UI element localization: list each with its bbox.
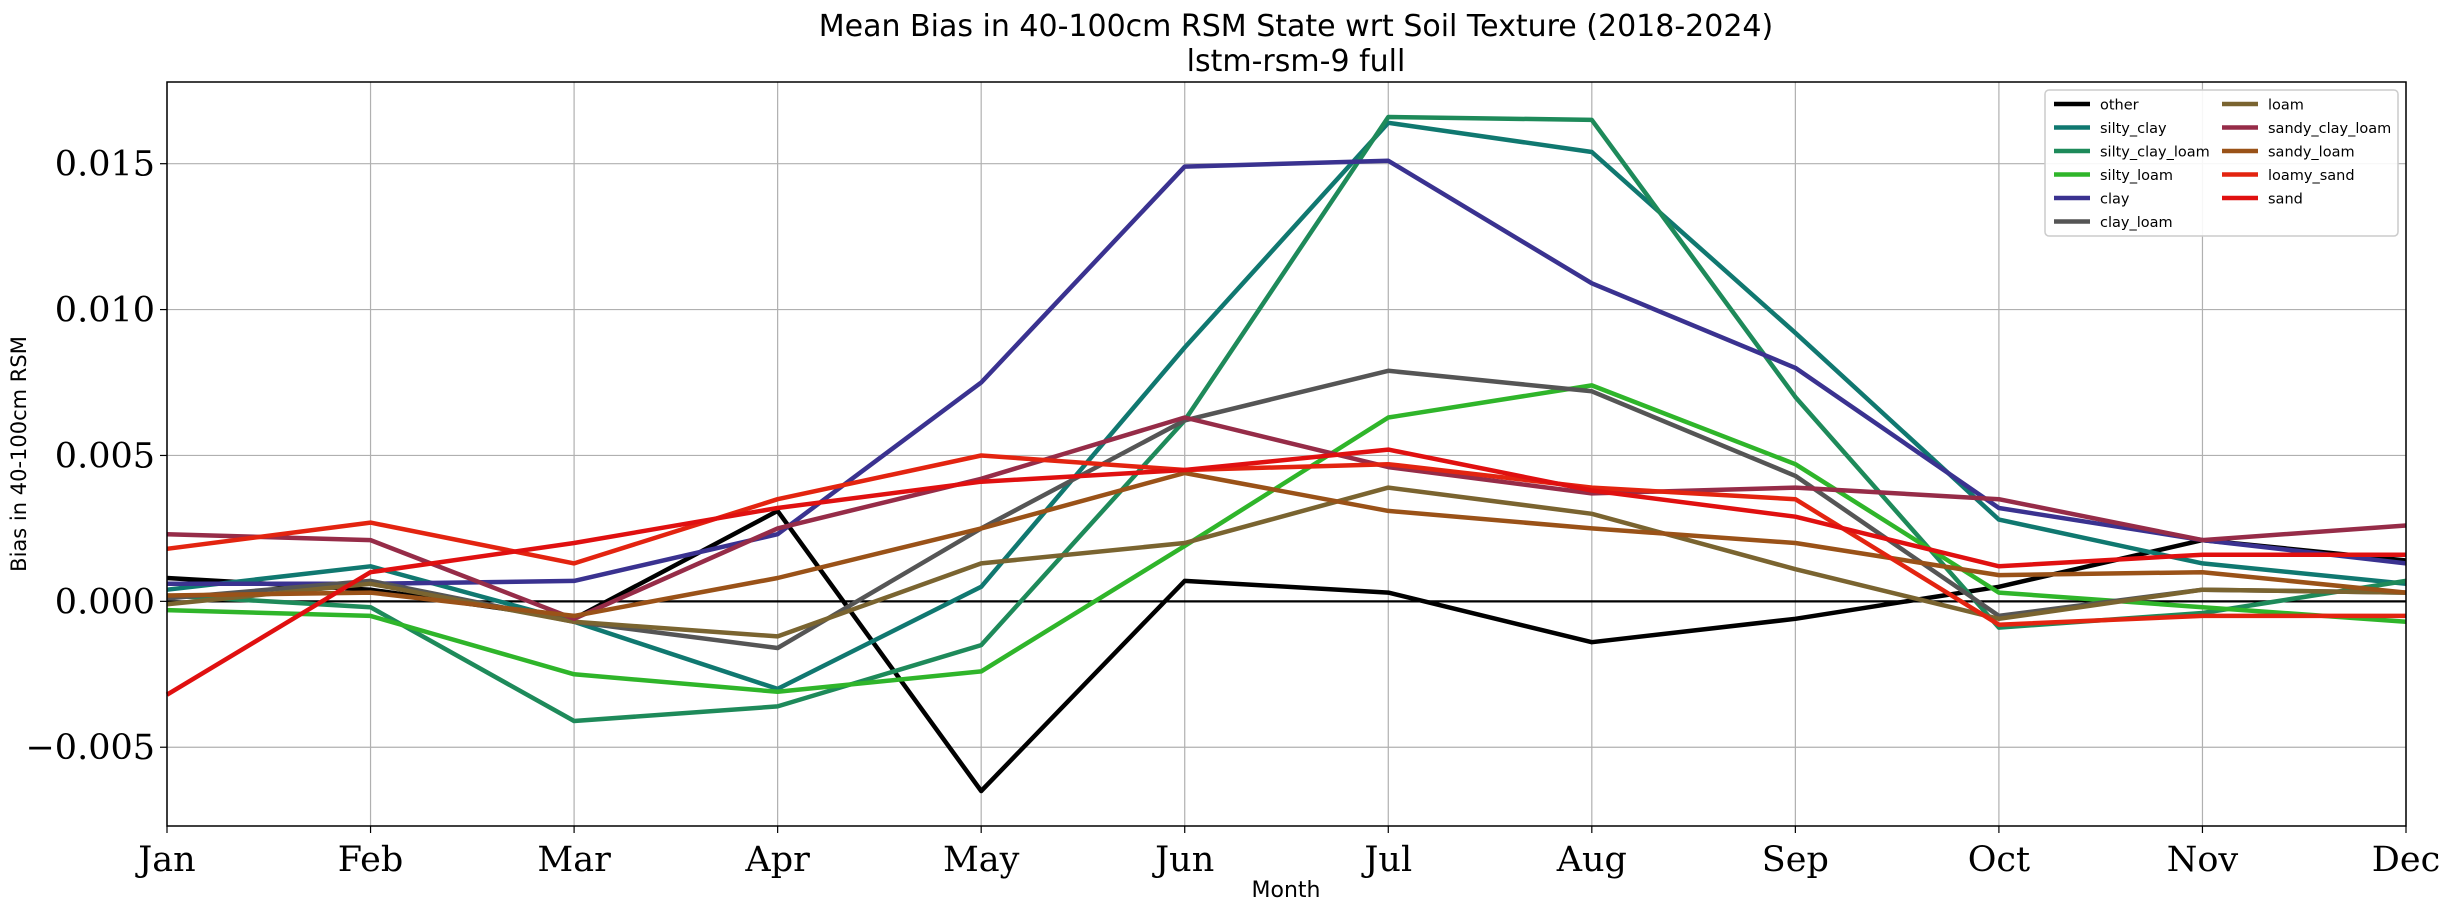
plot-area xyxy=(165,81,2407,827)
legend-label-loamy-sand: loamy_sand xyxy=(2268,168,2355,184)
series-line-clay xyxy=(167,158,2407,587)
x-tick-label-jul: Jul xyxy=(1361,840,1412,880)
x-tick-label-aug: Aug xyxy=(1556,840,1627,880)
y-tick-label: 0.000 xyxy=(55,582,155,622)
x-tick-label-jan: Jan xyxy=(135,840,195,880)
x-axis-ticks: Jan Feb Mar Apr May Jun Jul Aug Sep Oct Nov Dec xyxy=(135,826,2440,880)
legend-items: other silty_clay silty_clay_loam silty_loam… xyxy=(2054,98,2391,231)
series-lines xyxy=(165,114,2407,794)
legend-label-clay-loam: clay_loam xyxy=(2100,215,2173,231)
legend-label-loam: loam xyxy=(2268,98,2304,114)
legend-label-other: other xyxy=(2100,98,2139,114)
series-line-silty-loam xyxy=(166,383,2407,695)
legend-label-silty-loam: silty_loam xyxy=(2100,168,2173,184)
y-tick-label: 0.005 xyxy=(55,436,155,476)
legend-label-sandy-clay-loam: sandy_clay_loam xyxy=(2268,121,2391,137)
legend-label-sand: sand xyxy=(2268,192,2303,208)
legend-label-sandy-loam: sandy_loam xyxy=(2268,145,2355,161)
y-tick-label: 0.010 xyxy=(55,291,155,331)
x-tick-label-feb: Feb xyxy=(338,840,404,880)
x-axis-label: Month xyxy=(1252,878,1321,903)
x-tick-label-oct: Oct xyxy=(1968,840,2030,880)
legend-label-clay: clay xyxy=(2100,192,2130,208)
legend-label-silty-clay: silty_clay xyxy=(2100,121,2167,137)
y-axis-label: Bias in 40-100cm RSM xyxy=(7,336,31,572)
chart-title: Mean Bias in 40-100cm RSM State wrt Soil… xyxy=(819,9,1773,44)
series-line-loamy-sand xyxy=(166,453,2406,627)
x-tick-label-apr: Apr xyxy=(744,840,810,880)
legend-label-silty-clay-loam: silty_clay_loam xyxy=(2100,145,2210,161)
chart-subtitle: lstm-rsm-9 full xyxy=(1187,44,1406,79)
series-line-sandy-loam xyxy=(166,470,2407,619)
y-axis-ticks: −0.005 0.000 0.005 0.010 0.015 xyxy=(25,145,167,768)
y-tick-label: 0.015 xyxy=(55,145,155,185)
x-tick-label-sep: Sep xyxy=(1762,840,1829,880)
legend: other silty_clay silty_clay_loam silty_loam… xyxy=(2044,89,2399,237)
y-tick-label: −0.005 xyxy=(25,728,155,768)
plot-frame xyxy=(166,81,2407,827)
x-tick-label-may: May xyxy=(943,840,1020,880)
series-line-loam xyxy=(166,485,2407,639)
x-tick-label-nov: Nov xyxy=(2167,840,2239,880)
x-tick-label-mar: Mar xyxy=(537,840,611,880)
series-line-sand xyxy=(165,447,2406,697)
x-tick-label-dec: Dec xyxy=(2372,840,2440,880)
x-tick-label-jun: Jun xyxy=(1152,840,1214,880)
legend-box xyxy=(2044,89,2399,237)
series-line-sandy-clay-loam xyxy=(166,415,2407,622)
